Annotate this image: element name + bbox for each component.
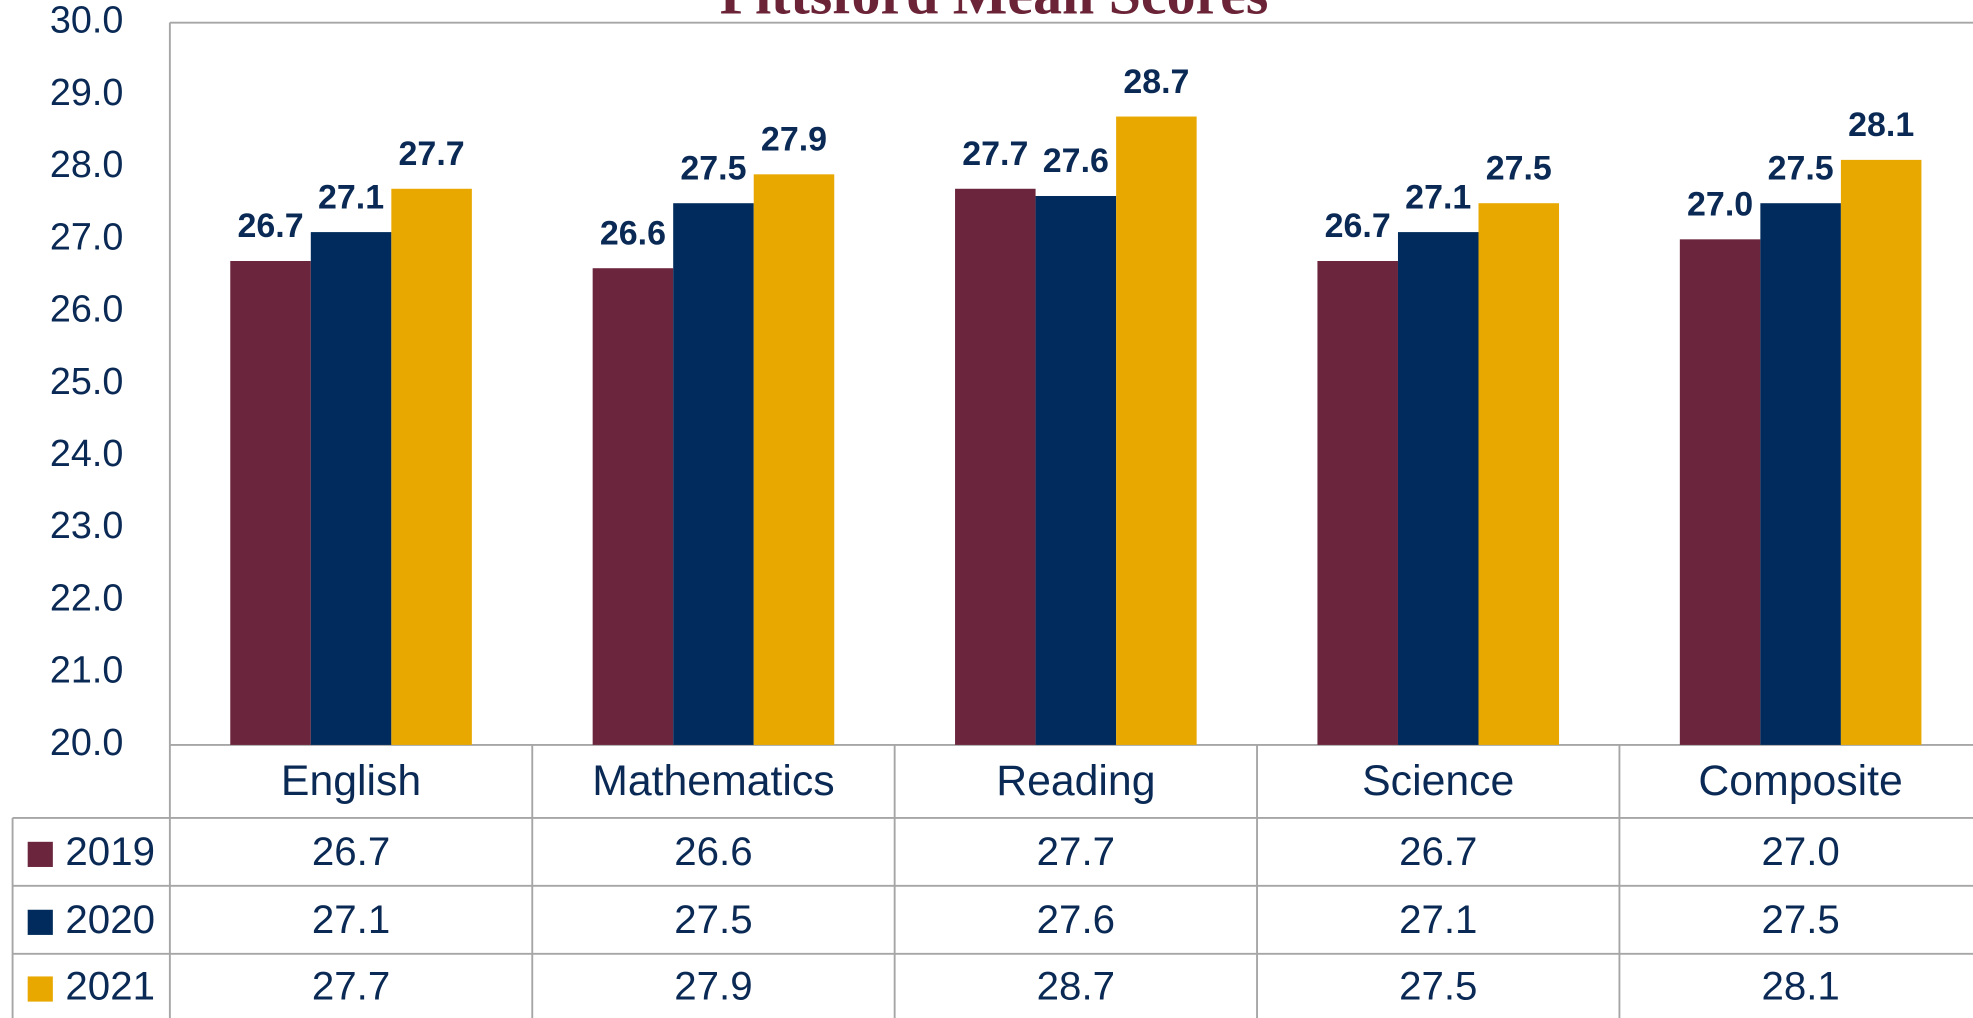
y-tick-label: 23.0 <box>50 504 123 546</box>
data-label: 26.7 <box>237 207 303 245</box>
bar <box>753 174 835 745</box>
y-tick-label: 28.0 <box>50 143 123 185</box>
x-tick-label: Composite <box>1698 757 1902 805</box>
y-tick-label: 20.0 <box>50 721 123 763</box>
table-cell: 27.1 <box>312 897 390 942</box>
y-tick-label: 21.0 <box>50 649 123 691</box>
bar <box>1116 116 1197 745</box>
x-tick-label: English <box>281 757 421 805</box>
table-cell: 27.6 <box>1037 897 1115 942</box>
table-cell: 26.7 <box>1399 829 1477 874</box>
data-label: 27.1 <box>318 178 384 216</box>
table-cell: 27.7 <box>312 964 390 1009</box>
bar <box>673 203 754 745</box>
legend-label: 2021 <box>65 964 155 1009</box>
y-tick-label: 27.0 <box>50 215 123 257</box>
table-cell: 27.7 <box>1037 829 1115 874</box>
data-label: 27.6 <box>1043 142 1109 180</box>
table-cell: 27.5 <box>674 897 752 942</box>
y-tick-label: 29.0 <box>50 71 123 113</box>
table-cell: 26.7 <box>312 829 390 874</box>
table-cell: 27.5 <box>1761 897 1839 942</box>
bar <box>1317 260 1398 745</box>
bar <box>592 268 674 745</box>
table-cell: 27.1 <box>1399 897 1477 942</box>
bar <box>1679 239 1761 745</box>
bar <box>310 232 392 745</box>
legend-swatch <box>27 841 53 867</box>
y-tick-label: 24.0 <box>50 432 123 474</box>
data-label: 27.5 <box>680 149 746 187</box>
table-cell: 28.1 <box>1761 964 1839 1009</box>
data-label: 26.6 <box>600 214 666 252</box>
table-cell: 27.0 <box>1761 829 1839 874</box>
data-label: 28.7 <box>1123 63 1189 101</box>
bar <box>1478 203 1560 745</box>
chart-body: Pittsford Mean Scores 20.021.022.023.024… <box>11 0 1973 1018</box>
data-label: 27.5 <box>1768 149 1834 187</box>
bar <box>1840 159 1922 745</box>
x-tick-label: Science <box>1362 757 1514 805</box>
y-tick-label: 26.0 <box>50 288 123 330</box>
data-label: 27.1 <box>1405 178 1471 216</box>
y-tick-label: 30.0 <box>50 0 123 41</box>
bar <box>955 188 1036 745</box>
bar <box>1035 195 1117 745</box>
legend-label: 2019 <box>65 829 155 874</box>
legend-swatch <box>27 976 53 1002</box>
table-cell: 27.5 <box>1399 964 1477 1009</box>
bar <box>1397 232 1479 745</box>
bar <box>391 188 472 745</box>
legend-label: 2020 <box>65 897 155 942</box>
bar <box>230 260 311 745</box>
bar <box>1760 203 1841 745</box>
data-label: 28.1 <box>1848 106 1914 144</box>
data-label: 26.7 <box>1325 207 1391 245</box>
data-label: 27.0 <box>1687 186 1753 224</box>
x-tick-label: Mathematics <box>592 757 834 805</box>
data-label: 27.5 <box>1486 149 1552 187</box>
table-cell: 28.7 <box>1037 964 1115 1009</box>
data-label: 27.7 <box>962 135 1028 173</box>
y-tick-label: 22.0 <box>50 576 123 618</box>
table-cell: 27.9 <box>674 964 752 1009</box>
x-tick-label: Reading <box>996 757 1155 805</box>
legend-swatch <box>27 909 53 935</box>
y-tick-label: 25.0 <box>50 360 123 402</box>
data-label: 27.9 <box>761 121 827 159</box>
table-cell: 26.6 <box>674 829 752 874</box>
data-label: 27.7 <box>399 135 465 173</box>
